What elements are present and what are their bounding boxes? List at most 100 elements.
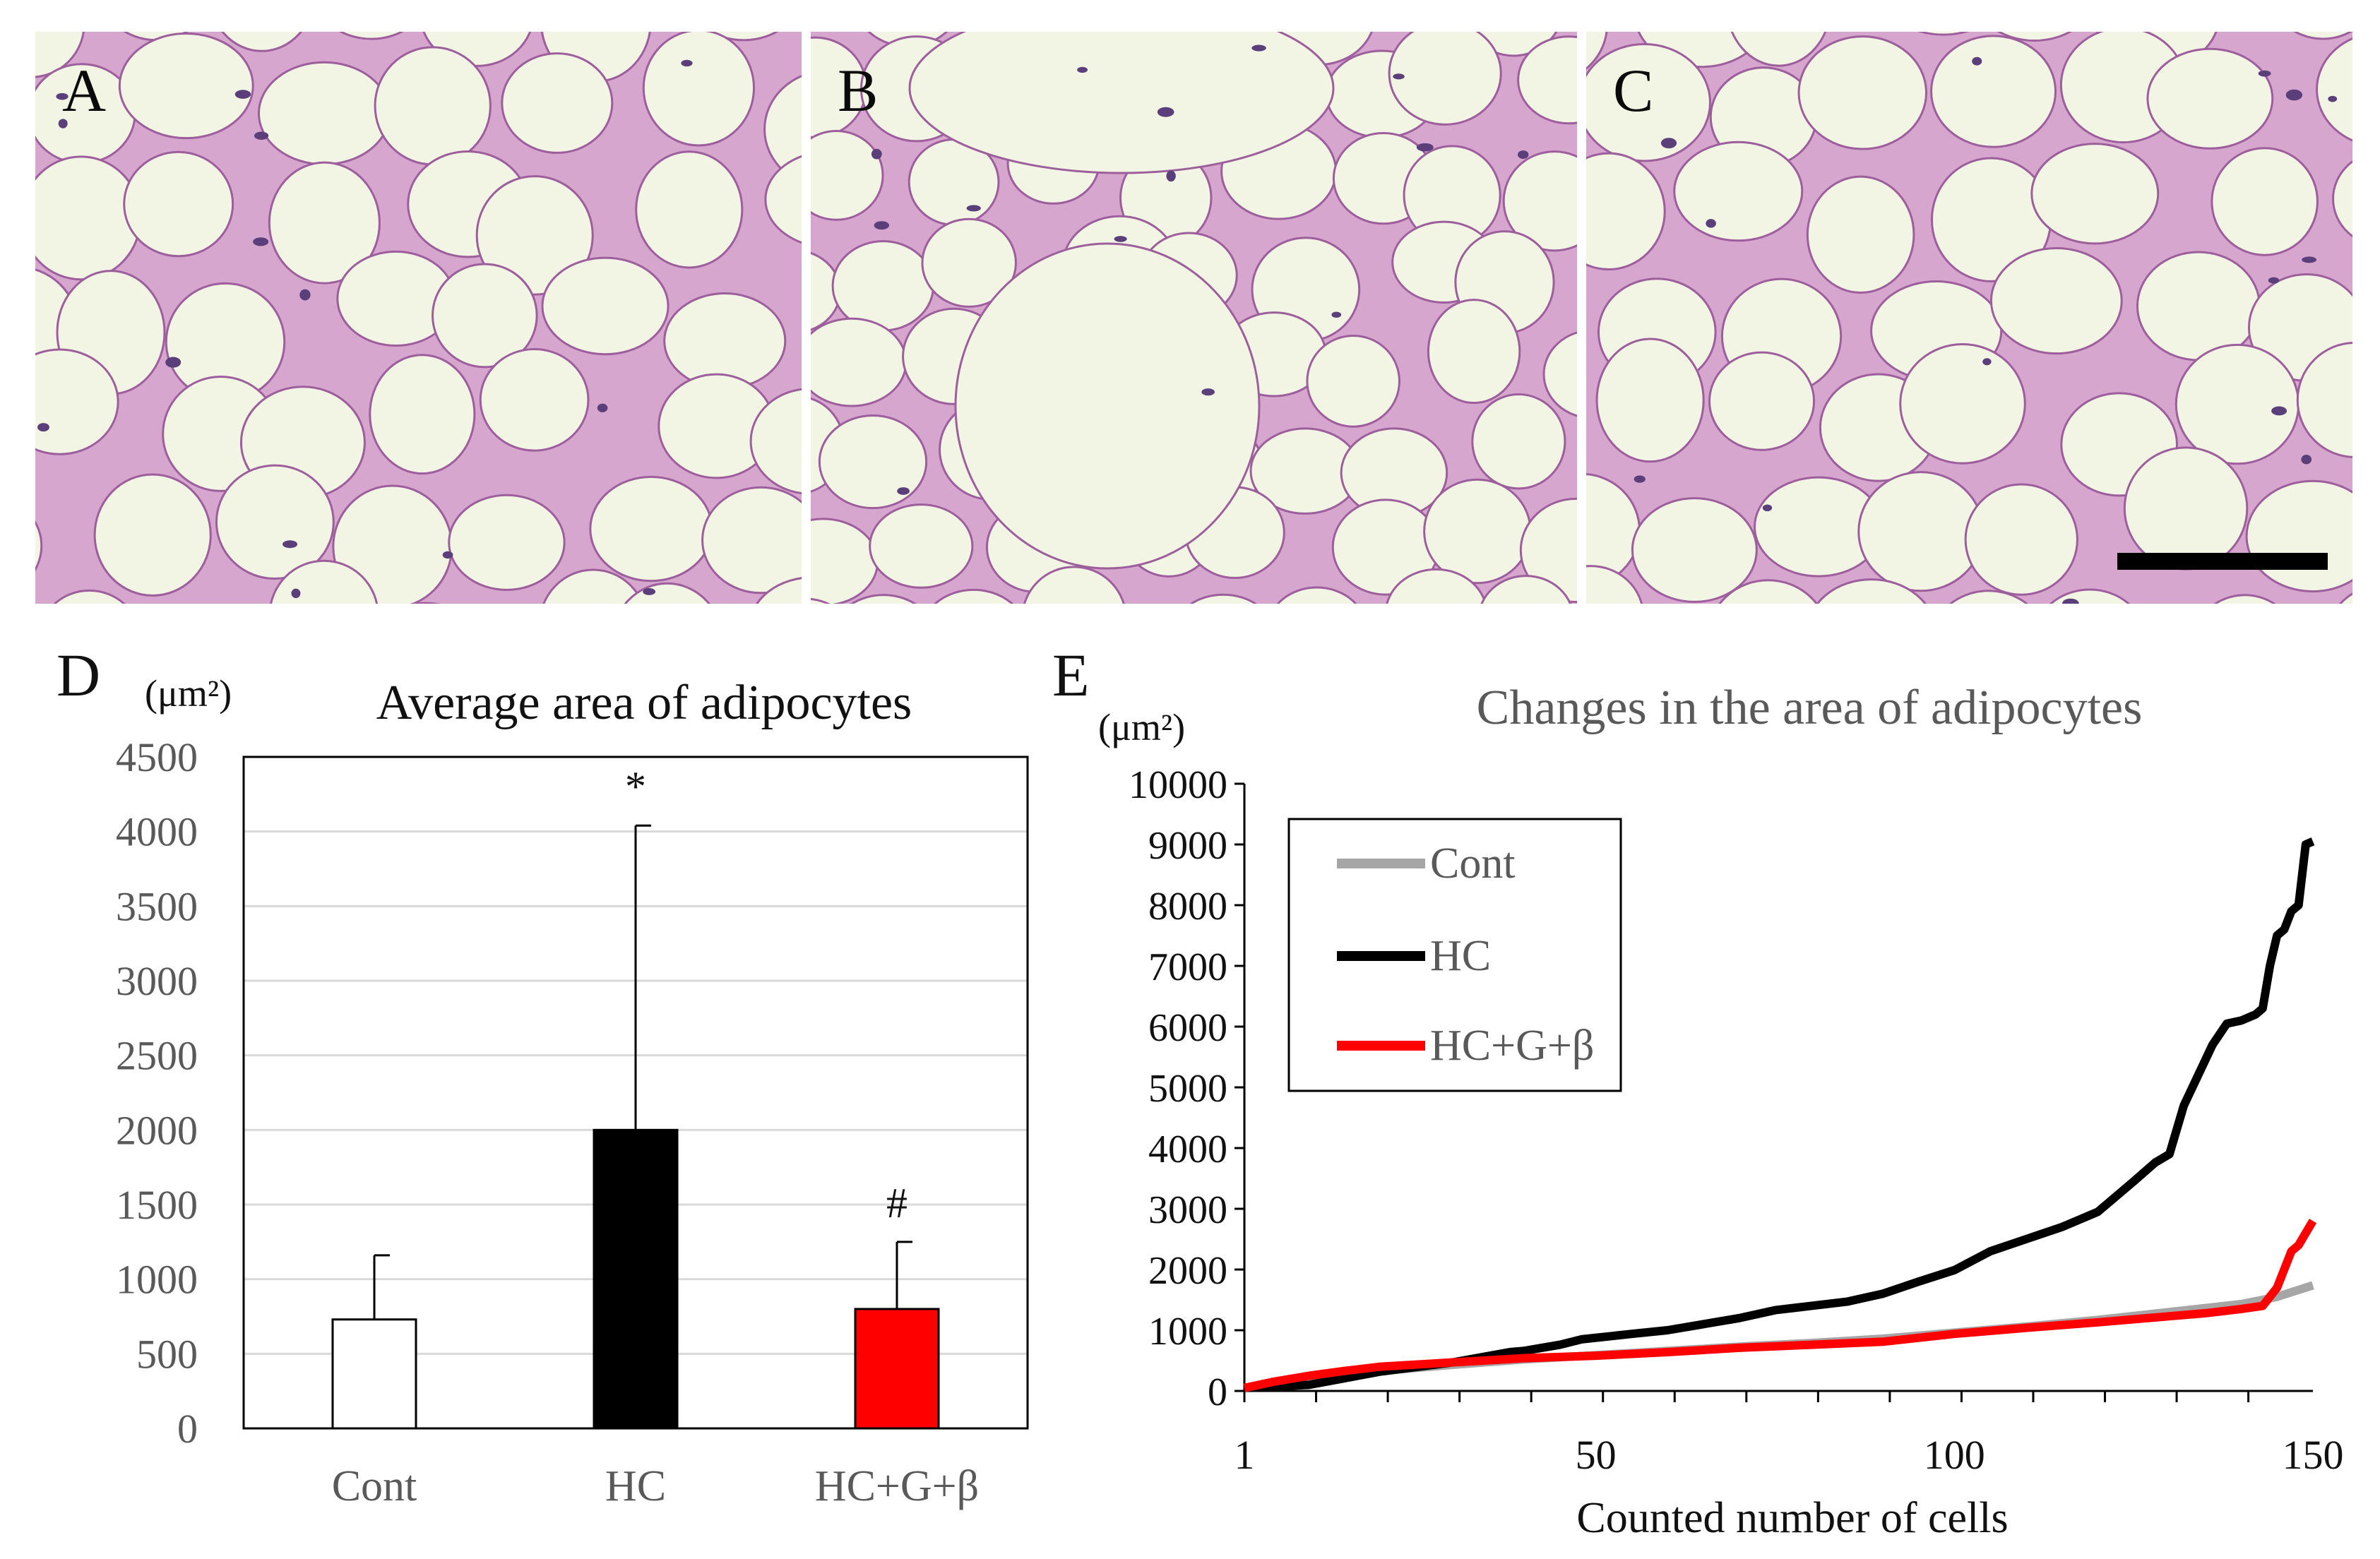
adipocyte-cell [1631, 497, 1758, 603]
chart-d-y-tick-label: 2000 [116, 1107, 198, 1153]
adipocyte-cell [818, 414, 928, 510]
micrograph-panel-a: A [35, 32, 802, 604]
cell-nucleus [681, 59, 693, 67]
adipocyte-cell [2296, 342, 2352, 458]
adipocyte-cell [2338, 592, 2352, 604]
adipocyte-cell [1471, 393, 1566, 490]
chart-e-x-tick-label: 1 [1234, 1432, 1255, 1478]
chart-d-plot-frame [242, 755, 1029, 1430]
adipocyte-cell [1989, 246, 2123, 355]
chart-d-y-tick-label: 1500 [116, 1182, 198, 1228]
adipocyte-cell [2332, 160, 2352, 238]
adipocyte-cell [118, 32, 254, 140]
adipocyte-cell [811, 130, 884, 221]
chart-e-y-tick-label: 8000 [1148, 885, 1227, 928]
adipocyte-cell [541, 256, 670, 356]
adipocyte-cell [1480, 575, 1572, 604]
panel-letter-b: B [838, 56, 879, 124]
cell-nucleus [254, 131, 269, 140]
cell-nucleus [1634, 475, 1646, 483]
adipocyte-cell [1997, 32, 2073, 42]
adipose-tissue-image-a [35, 32, 802, 604]
adipocyte-cell [1718, 579, 1819, 604]
cell-nucleus [897, 487, 910, 495]
adipocyte-cell [1917, 32, 1970, 36]
chart-e-y-tick-label: 7000 [1148, 945, 1227, 989]
cell-nucleus [1762, 504, 1773, 512]
adipose-tissue-image-c [1586, 32, 2352, 604]
adipocyte-cell [1930, 35, 2057, 148]
cell-nucleus [1166, 170, 1176, 182]
chart-d-bar: D (μm²) Average area of adipocytes 0 500 1… [56, 641, 1029, 1510]
adipocyte-cell [1816, 578, 1927, 604]
chart-d-bar [331, 1318, 417, 1430]
micrograph-panel-c: C [1586, 32, 2352, 604]
cell-nucleus [966, 205, 981, 212]
cell-nucleus [2302, 256, 2317, 263]
chart-e-y-tick-label: 3000 [1148, 1188, 1227, 1232]
chart-e-x-tick-label: 100 [1924, 1432, 1985, 1478]
chart-e-y-tick-label: 1000 [1148, 1310, 1227, 1354]
cell-nucleus [56, 92, 69, 100]
chart-e-x-tick-label: 50 [1576, 1432, 1617, 1478]
chart-d-y-tick-label: 3000 [116, 958, 198, 1004]
chart-e-title: Changes in the area of adipocytes [1477, 681, 2143, 735]
adipocyte-cell [338, 32, 404, 40]
adipocyte-cell [2211, 147, 2319, 256]
chart-e-series [1243, 837, 2317, 1392]
cell-nucleus [234, 90, 251, 99]
chart-e-xlabel: Counted number of cells [1576, 1494, 2008, 1542]
adipocyte-cell [624, 582, 710, 604]
chart-d-significance-mark: # [886, 1180, 908, 1226]
chart-e-x-ticks: 1 50 100 150 [1234, 1391, 2344, 1478]
chart-e-y-tick-label: 0 [1208, 1370, 1227, 1414]
adipocyte-cell [409, 602, 441, 604]
chart-e-y-tick-label: 4000 [1148, 1128, 1227, 1171]
cell-nucleus [165, 357, 182, 368]
cell-nucleus [253, 237, 269, 246]
adipocyte-cell [764, 155, 802, 244]
adipocyte-cell [2146, 47, 2274, 150]
adipocyte-cell [479, 347, 590, 452]
cell-nucleus [643, 588, 656, 595]
cell-nucleus [291, 588, 301, 599]
chart-d-y-tick-label: 4500 [116, 734, 198, 780]
cell-nucleus [874, 221, 890, 230]
adipocyte-cell [1948, 590, 2029, 604]
legend-label-cont: Cont [1430, 840, 1516, 888]
adipocyte-cell [1806, 175, 1915, 294]
adipocyte-cell [1730, 32, 1827, 67]
cell-nucleus [1416, 143, 1434, 152]
chart-e-y-tick-label: 9000 [1148, 824, 1227, 868]
chart-d-y-tick-label: 0 [177, 1406, 198, 1452]
adipocyte-cell [35, 520, 43, 572]
adipocyte-cell [763, 75, 802, 184]
adipocyte-cell [701, 486, 802, 595]
adipocyte-cell [432, 263, 538, 369]
adipocyte-cell [756, 577, 802, 604]
panel-letter-e: E [1052, 641, 1090, 709]
adipocyte-cell [475, 175, 594, 296]
cell-nucleus [299, 289, 311, 301]
chart-d-y-tick-label: 500 [136, 1331, 198, 1377]
adipocyte-cell [123, 150, 234, 258]
chart-e-y-tick-label: 10000 [1129, 763, 1227, 807]
cell-nucleus [2328, 95, 2338, 102]
cell-nucleus [2258, 70, 2271, 77]
chart-e-series-line [1244, 837, 2315, 1392]
micrograph-panel-b: B [811, 32, 1577, 604]
cell-nucleus [1972, 56, 1982, 66]
chart-e-y-tick-label: 5000 [1148, 1067, 1227, 1111]
adipocyte-cell [1586, 152, 1666, 270]
chart-e-x-tick-label: 150 [2283, 1432, 2344, 1478]
cell-nucleus [1251, 44, 1266, 52]
adipocyte-cell [35, 348, 119, 455]
adipocyte-cell [2213, 594, 2276, 604]
chart-e-series-line [1243, 1219, 2317, 1392]
cell-nucleus [1077, 66, 1088, 73]
adipocyte-cell [448, 494, 566, 591]
chart-e-ylabel: (μm²) [1098, 706, 1185, 748]
adipocyte-cell [1427, 299, 1521, 405]
cell-nucleus [597, 403, 608, 412]
chart-d-y-tick-label: 2500 [116, 1033, 198, 1079]
